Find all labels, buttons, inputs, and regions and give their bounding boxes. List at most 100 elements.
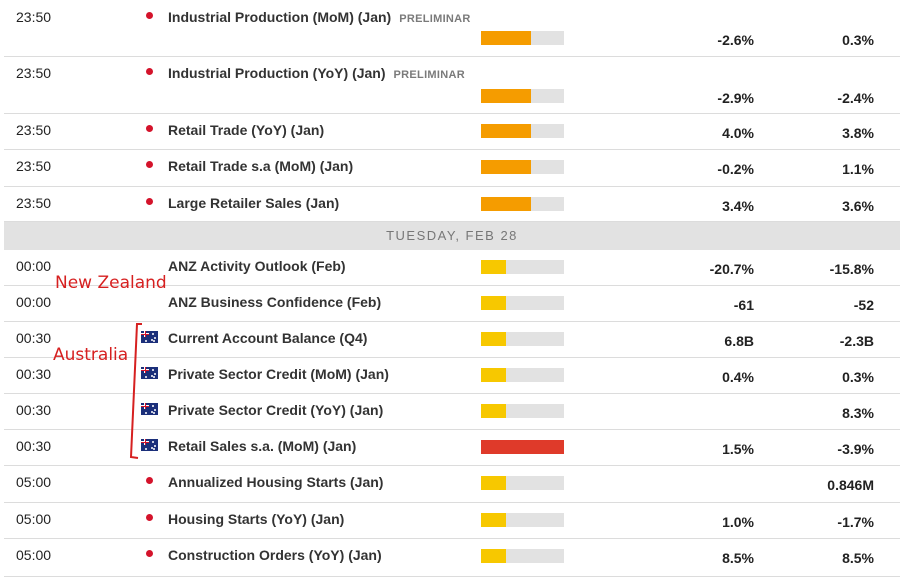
event-time: 23:50 [16, 65, 52, 81]
previous-value: -2.3B [839, 333, 874, 349]
event-time: 00:00 [16, 258, 52, 274]
previous-value: 0.3% [842, 32, 874, 48]
event-time: 00:30 [16, 330, 52, 346]
event-row[interactable]: 23:50 Industrial Production (MoM) (Jan) PR… [4, 0, 900, 57]
japan-flag-icon [141, 512, 158, 524]
previous-value: 0.846M [827, 477, 874, 493]
previous-value: -3.9% [837, 441, 874, 457]
actual-value: -61 [733, 297, 754, 313]
event-title-text[interactable]: Construction Orders (YoY) (Jan) [168, 547, 382, 563]
actual-value: 1.5% [722, 441, 754, 457]
impact-bar [481, 31, 564, 45]
previous-value: -52 [853, 297, 874, 313]
event-title-text[interactable]: Private Sector Credit (YoY) (Jan) [168, 402, 384, 418]
event-title-text[interactable]: ANZ Business Confidence (Feb) [168, 294, 382, 310]
event-time: 00:30 [16, 366, 52, 382]
impact-fill-medium [481, 197, 531, 211]
event-row[interactable]: 00:00 ANZ Activity Outlook (Feb) -20.7% -15… [4, 250, 900, 286]
event-time: 23:50 [16, 122, 52, 138]
impact-fill-low [481, 404, 506, 418]
event-title-text[interactable]: Industrial Production (MoM) (Jan) [168, 9, 392, 25]
previous-value: 8.3% [842, 405, 874, 421]
event-title[interactable]: Construction Orders (YoY) (Jan) [168, 547, 382, 563]
event-row[interactable]: 00:30 Private Sector Credit (YoY) (Jan) 8.… [4, 394, 900, 430]
impact-bar [481, 124, 564, 138]
actual-value: -0.2% [717, 161, 754, 177]
australia-flag-icon [141, 403, 158, 415]
previous-value: 3.6% [842, 198, 874, 214]
japan-flag-icon [141, 10, 158, 22]
actual-value: -20.7% [709, 261, 754, 277]
event-row[interactable]: 00:30 Retail Sales s.a. (MoM) (Jan) 1.5% -3… [4, 430, 900, 466]
event-title[interactable]: Large Retailer Sales (Jan) [168, 195, 339, 211]
actual-value: 1.0% [722, 514, 754, 530]
event-time: 00:30 [16, 438, 52, 454]
event-row[interactable]: 23:50 Retail Trade s.a (MoM) (Jan) -0.2% 1.… [4, 150, 900, 187]
event-title-text[interactable]: Industrial Production (YoY) (Jan) [168, 65, 386, 81]
event-row[interactable]: 23:50 Large Retailer Sales (Jan) 3.4% 3.6% [4, 187, 900, 222]
event-title-text[interactable]: Retail Trade s.a (MoM) (Jan) [168, 158, 354, 174]
event-title[interactable]: Housing Starts (YoY) (Jan) [168, 511, 344, 527]
japan-flag-icon [141, 196, 158, 208]
impact-fill-low [481, 549, 506, 563]
japan-flag-icon [141, 66, 158, 78]
event-title[interactable]: Industrial Production (YoY) (Jan) PRELIMI… [168, 65, 465, 81]
event-time: 05:00 [16, 547, 52, 563]
event-title[interactable]: ANZ Business Confidence (Feb) [168, 294, 381, 310]
actual-value: 6.8B [724, 333, 754, 349]
event-title[interactable]: Industrial Production (MoM) (Jan) PRELIMI… [168, 9, 471, 25]
event-title-text[interactable]: Annualized Housing Starts (Jan) [168, 474, 384, 490]
new-zealand-annotation: New Zealand [55, 273, 167, 293]
event-title[interactable]: Private Sector Credit (MoM) (Jan) [168, 366, 389, 382]
event-row[interactable]: 23:50 Industrial Production (YoY) (Jan) PR… [4, 57, 900, 114]
event-time: 23:50 [16, 158, 52, 174]
event-title[interactable]: Private Sector Credit (YoY) (Jan) [168, 402, 383, 418]
impact-bar [481, 260, 564, 274]
preliminary-badge: PRELIMINAR [393, 69, 465, 81]
impact-bar [481, 440, 564, 454]
event-title-text[interactable]: Private Sector Credit (MoM) (Jan) [168, 366, 389, 382]
impact-fill-high [481, 440, 564, 454]
impact-fill-low [481, 513, 506, 527]
event-title[interactable]: Retail Sales s.a. (MoM) (Jan) [168, 438, 356, 454]
event-time: 23:50 [16, 195, 52, 211]
new-zealand-flag-icon [141, 259, 158, 271]
event-title[interactable]: Retail Trade (YoY) (Jan) [168, 122, 324, 138]
event-title[interactable]: Retail Trade s.a (MoM) (Jan) [168, 158, 353, 174]
event-title-text[interactable]: Current Account Balance (Q4) [168, 330, 368, 346]
event-time: 00:00 [16, 294, 52, 310]
impact-bar [481, 296, 564, 310]
previous-value: 1.1% [842, 161, 874, 177]
event-row[interactable]: 00:30 Current Account Balance (Q4) 6.8B -2.… [4, 322, 900, 358]
actual-value: 8.5% [722, 550, 754, 566]
preliminary-badge: PRELIMINAR [399, 13, 471, 25]
impact-fill-low [481, 332, 506, 346]
impact-fill-low [481, 368, 506, 382]
actual-value: -2.9% [717, 90, 754, 106]
impact-fill-medium [481, 124, 531, 138]
event-title[interactable]: Annualized Housing Starts (Jan) [168, 474, 383, 490]
event-title-text[interactable]: Retail Sales s.a. (MoM) (Jan) [168, 438, 357, 454]
event-row[interactable]: 00:00 ANZ Business Confidence (Feb) -61 -52 [4, 286, 900, 322]
event-row[interactable]: 23:50 Retail Trade (YoY) (Jan) 4.0% 3.8% [4, 114, 900, 150]
event-title-text[interactable]: Housing Starts (YoY) (Jan) [168, 511, 345, 527]
event-title-text[interactable]: ANZ Activity Outlook (Feb) [168, 258, 346, 274]
japan-flag-icon [141, 548, 158, 560]
actual-value: 0.4% [722, 369, 754, 385]
japan-flag-icon [141, 159, 158, 171]
australia-flag-icon [141, 331, 158, 343]
previous-value: -1.7% [837, 514, 874, 530]
event-title[interactable]: Current Account Balance (Q4) [168, 330, 367, 346]
event-row[interactable]: 00:30 Private Sector Credit (MoM) (Jan) 0.… [4, 358, 900, 394]
previous-value: 0.3% [842, 369, 874, 385]
event-row[interactable]: 05:00 Annualized Housing Starts (Jan) 0.84… [4, 466, 900, 503]
impact-fill-medium [481, 89, 531, 103]
actual-value: -2.6% [717, 32, 754, 48]
event-time: 23:50 [16, 9, 52, 25]
event-row[interactable]: 05:00 Housing Starts (YoY) (Jan) 1.0% -1.7% [4, 503, 900, 539]
event-row[interactable]: 05:00 Construction Orders (YoY) (Jan) 8.5%… [4, 539, 900, 577]
event-title-text[interactable]: Retail Trade (YoY) (Jan) [168, 122, 325, 138]
event-title-text[interactable]: Large Retailer Sales (Jan) [168, 195, 340, 211]
event-title[interactable]: ANZ Activity Outlook (Feb) [168, 258, 346, 274]
previous-value: 3.8% [842, 125, 874, 141]
